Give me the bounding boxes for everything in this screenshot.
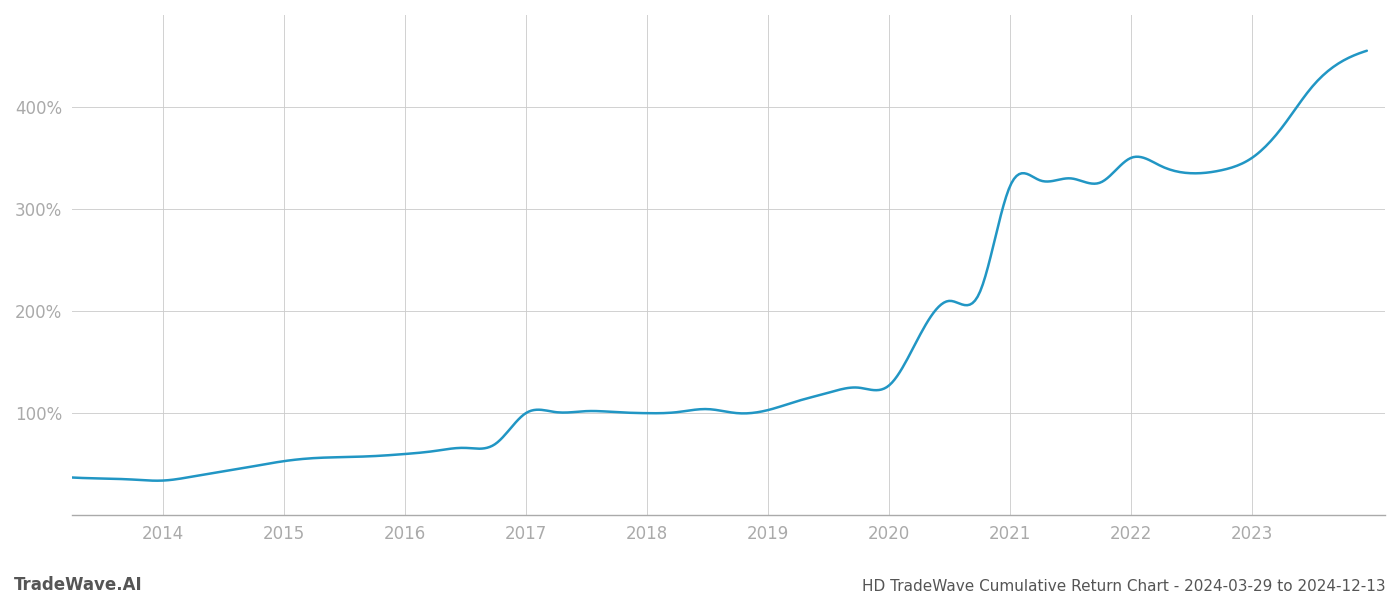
Text: HD TradeWave Cumulative Return Chart - 2024-03-29 to 2024-12-13: HD TradeWave Cumulative Return Chart - 2…: [862, 579, 1386, 594]
Text: TradeWave.AI: TradeWave.AI: [14, 576, 143, 594]
